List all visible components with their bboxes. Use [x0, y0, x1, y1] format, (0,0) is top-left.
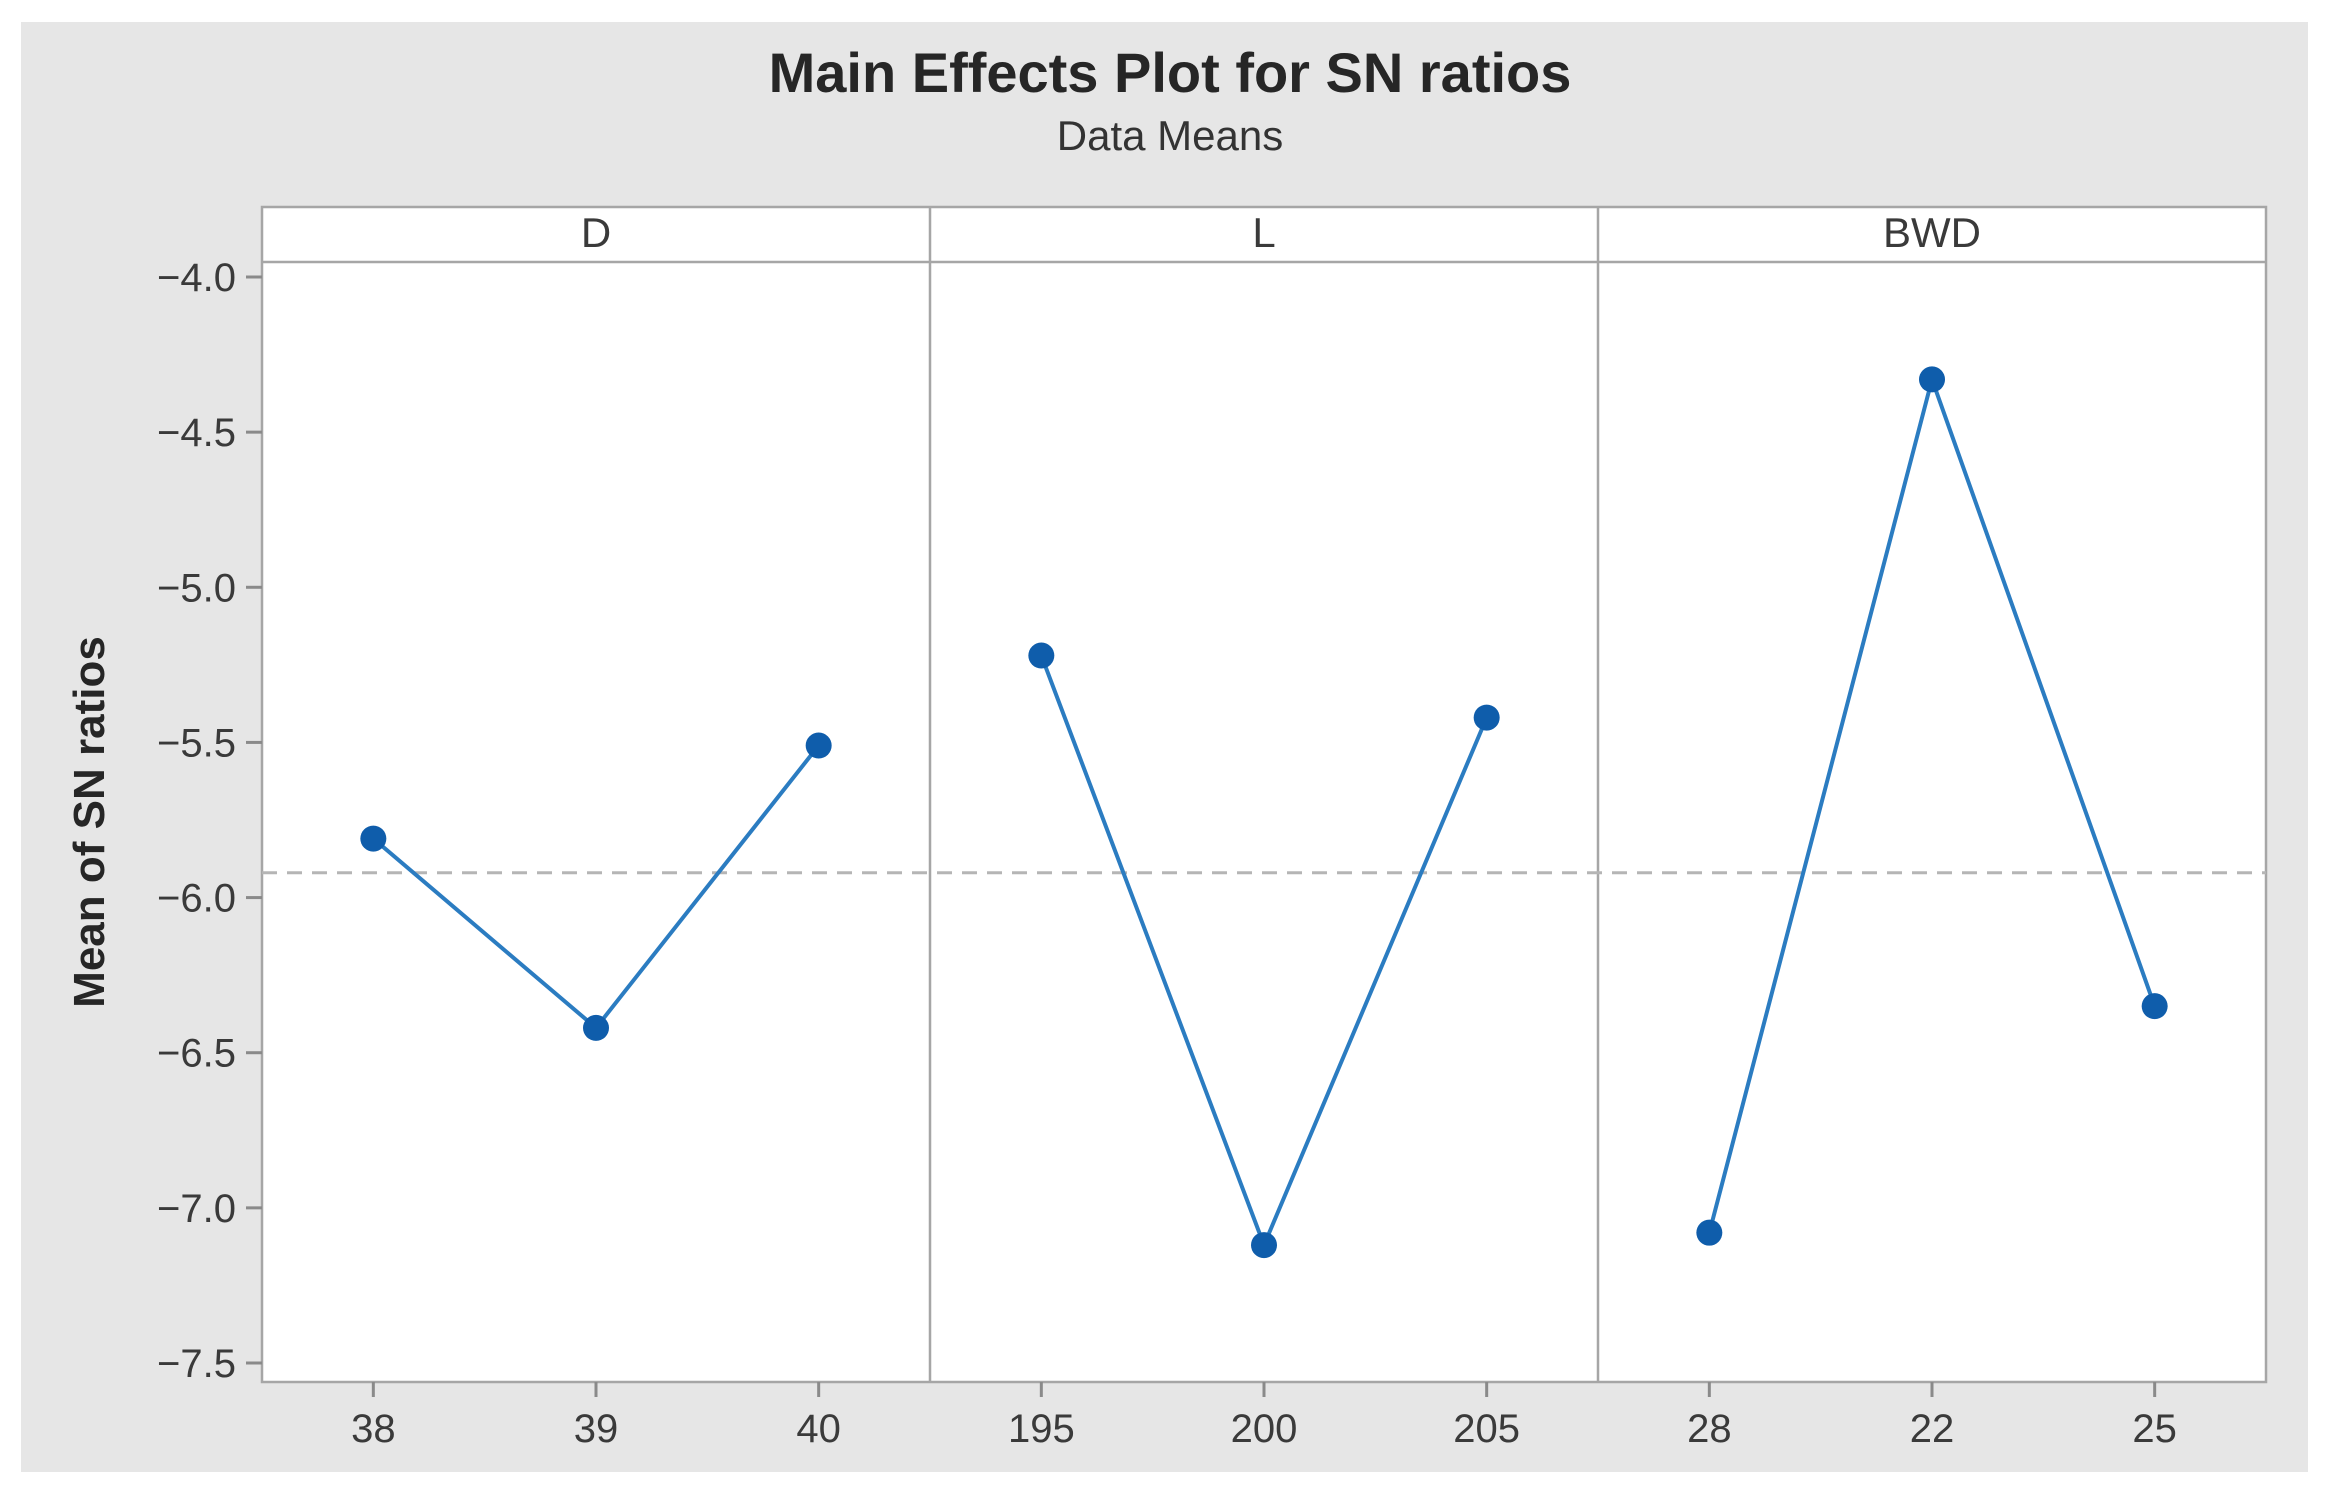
data-point-marker — [360, 825, 387, 852]
y-axis-label: Mean of SN ratios — [65, 636, 114, 1008]
x-tick-label: 205 — [1453, 1407, 1520, 1451]
panel-header-label: L — [1252, 209, 1275, 256]
y-tick-label: −4.5 — [157, 411, 236, 455]
plot-area — [260, 205, 2268, 1384]
x-tick-label: 25 — [2132, 1407, 2177, 1451]
chart-title: Main Effects Plot for SN ratios — [769, 41, 1572, 104]
panel-header-label: BWD — [1883, 209, 1981, 256]
y-tick-label: −6.0 — [157, 877, 236, 921]
x-tick-label: 39 — [574, 1407, 619, 1451]
x-tick-label: 22 — [1910, 1407, 1955, 1451]
data-point-marker — [1473, 704, 1500, 731]
data-point-marker — [583, 1014, 609, 1041]
background-layer — [21, 22, 2308, 1472]
y-tick-label: −5.5 — [157, 721, 236, 765]
data-point-marker — [805, 732, 832, 759]
data-point-marker — [1919, 366, 1945, 393]
y-tick-label: −7.5 — [157, 1342, 236, 1386]
y-tick-label: −6.5 — [157, 1032, 236, 1076]
y-tick-label: −5.0 — [157, 566, 236, 610]
chart-subtitle: Data Means — [1057, 112, 1283, 159]
data-point-marker — [1251, 1232, 1277, 1259]
x-tick-label: 195 — [1008, 1407, 1075, 1451]
data-point-marker — [1696, 1219, 1723, 1246]
x-tick-label: 28 — [1687, 1407, 1732, 1451]
x-tick-label: 200 — [1231, 1407, 1298, 1451]
y-tick-label: −4.0 — [157, 256, 236, 300]
plot-area-layer: −4.0 −4.5 −5.0 −5.5 −6.0 −6.5 −7.0 −7.5 D 38 39 40 L… — [157, 207, 2266, 1451]
data-point-marker — [2141, 993, 2168, 1020]
data-point-marker — [1028, 642, 1055, 669]
x-tick-label: 38 — [351, 1407, 396, 1451]
y-tick-label: −7.0 — [157, 1187, 236, 1231]
panel-header-label: D — [581, 209, 611, 256]
x-tick-label: 40 — [796, 1407, 841, 1451]
